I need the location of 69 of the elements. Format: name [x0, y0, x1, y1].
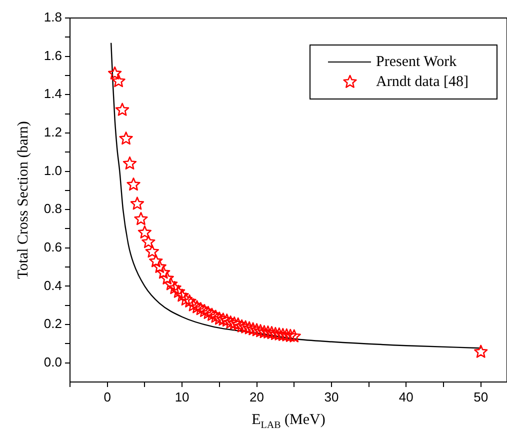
point [474, 344, 488, 358]
point [190, 300, 204, 314]
point [122, 156, 137, 170]
point [130, 196, 144, 210]
point [134, 212, 148, 226]
point [216, 312, 230, 326]
point [145, 244, 160, 258]
x-tick-label: 10 [174, 389, 190, 404]
point [231, 317, 245, 330]
point [205, 308, 219, 321]
y-tick-label: 1.8 [44, 10, 62, 25]
point [276, 328, 290, 341]
x-tick-label: 30 [324, 389, 339, 404]
y-tick-label: 1.0 [44, 162, 62, 178]
point [168, 280, 182, 294]
point [272, 327, 286, 340]
point [142, 235, 156, 248]
y-tick-label: 0.4 [44, 278, 62, 293]
point [171, 284, 186, 298]
point [175, 288, 189, 302]
point [242, 321, 256, 334]
point [257, 325, 272, 338]
point [156, 266, 170, 279]
point [254, 324, 268, 338]
y-tick-label: 1.2 [44, 124, 62, 140]
y-axis-title: Total Cross Section (barn) [16, 121, 32, 279]
point [160, 271, 174, 284]
x-tick-label: 50 [474, 389, 488, 404]
point [178, 292, 193, 306]
y-tick-label: 1.6 [44, 48, 62, 63]
point [198, 304, 212, 318]
point [182, 294, 196, 308]
x-tick-label: 40 [398, 389, 414, 404]
point [208, 310, 222, 323]
point [246, 322, 260, 336]
point [164, 277, 178, 290]
legend-label: Arndt data [48] [376, 74, 468, 90]
y-tick-label: 1.4 [44, 86, 62, 102]
point [186, 298, 200, 312]
point [264, 326, 279, 340]
point [108, 66, 122, 80]
point [238, 320, 252, 334]
point [119, 132, 133, 145]
x-axis-title: E$_{LAB}$ (MeV) [250, 412, 326, 431]
x-tick-label: 20 [250, 389, 264, 404]
y-tick-label: 0.6 [44, 239, 62, 254]
point [287, 329, 301, 342]
point [152, 260, 166, 273]
point [112, 74, 126, 88]
point [138, 225, 152, 238]
point [194, 302, 208, 316]
point [201, 306, 216, 319]
y-tick-label: 0.2 [44, 316, 62, 332]
point [268, 326, 282, 340]
point [126, 178, 140, 191]
point [280, 328, 294, 342]
y-tick-label: 0.8 [44, 201, 62, 216]
point [149, 254, 163, 268]
point [228, 316, 242, 330]
legend-label: Present Work [376, 54, 458, 70]
point [212, 312, 226, 325]
point [220, 314, 234, 327]
point [115, 102, 130, 116]
point [284, 328, 298, 342]
point [224, 315, 238, 329]
point [250, 323, 264, 336]
point [234, 319, 249, 332]
y-tick-label: 0.0 [44, 354, 62, 370]
x-tick-label: 0 [104, 389, 111, 404]
